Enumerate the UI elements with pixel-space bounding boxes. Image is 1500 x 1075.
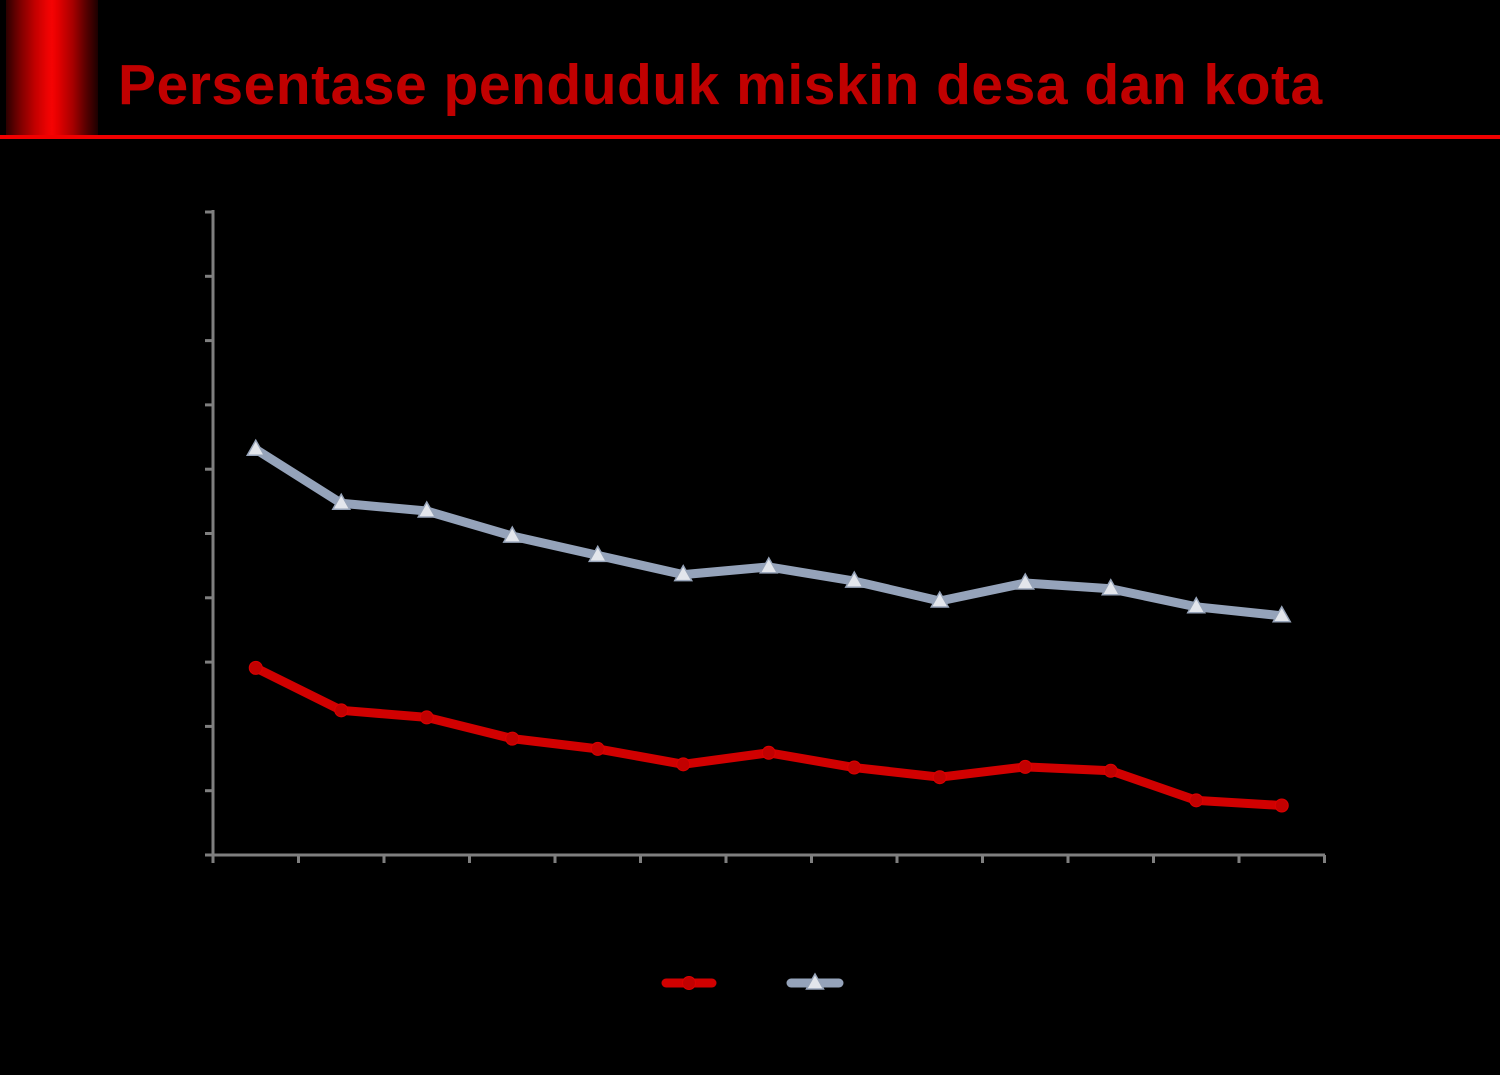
marker-circle [1103, 763, 1118, 778]
marker-circle [676, 757, 691, 772]
legend-marker-triangle [805, 972, 825, 990]
marker-circle [248, 660, 263, 675]
marker-triangle [1271, 605, 1292, 623]
slide-title: Persentase penduduk miskin desa dan kota [118, 53, 1323, 117]
marker-triangle [416, 500, 437, 518]
marker-circle [590, 741, 605, 756]
marker-circle [932, 770, 947, 785]
marker-circle [847, 760, 862, 775]
marker-triangle [929, 590, 950, 608]
marker-triangle [502, 525, 523, 543]
marker-circle [334, 703, 349, 718]
marker-triangle [1186, 596, 1207, 614]
marker-triangle [245, 438, 266, 457]
title-accent-bar [6, 0, 98, 138]
marker-triangle [1015, 572, 1036, 590]
marker-triangle [844, 570, 865, 588]
marker-triangle [758, 556, 779, 574]
marker-circle [761, 745, 776, 760]
marker-triangle [1100, 578, 1121, 596]
marker-circle [419, 710, 434, 725]
title-underline [0, 135, 1500, 139]
marker-triangle [587, 544, 608, 563]
marker-triangle [331, 492, 352, 511]
series-line-red-circle-series [251, 663, 1287, 810]
marker-circle [505, 731, 520, 746]
marker-circle [1189, 793, 1204, 808]
marker-circle [1018, 759, 1033, 774]
marker-circle [1274, 798, 1289, 813]
legend-marker-circle [682, 976, 696, 990]
marker-triangle [673, 564, 694, 582]
series-line-gray-triangle-series [251, 444, 1287, 621]
